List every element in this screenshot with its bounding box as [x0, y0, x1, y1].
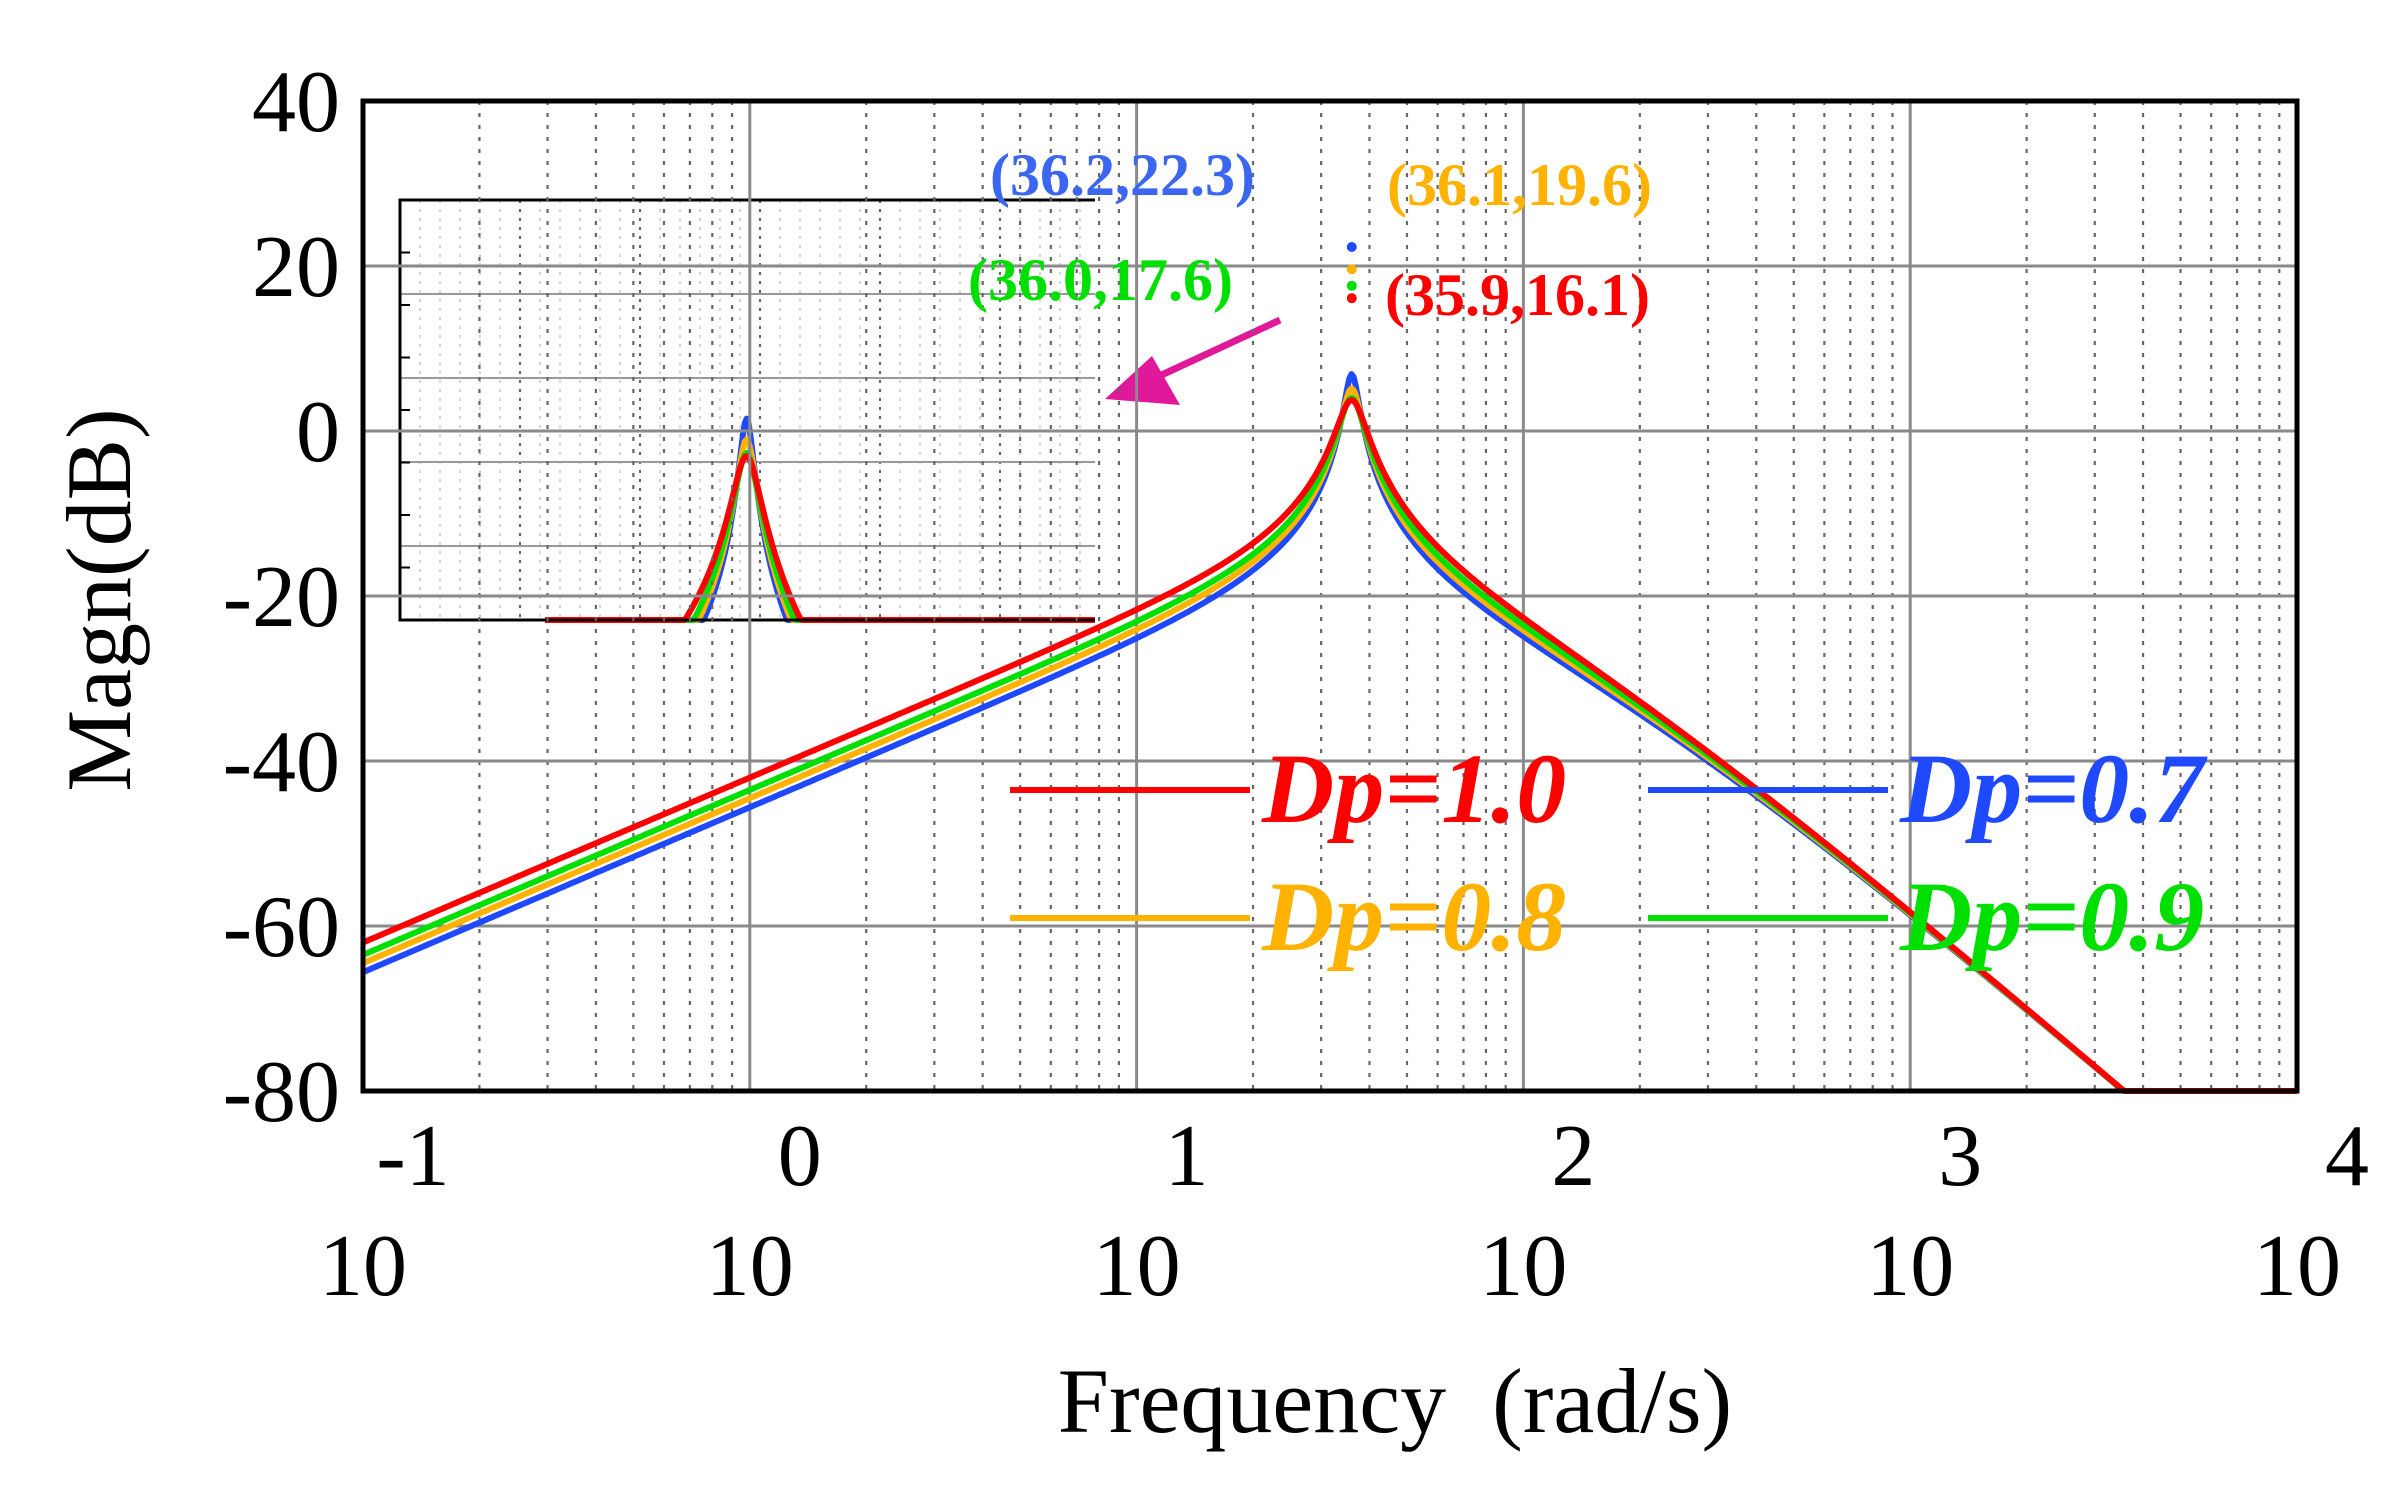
peak-annotation: (36.2,22.3): [990, 142, 1255, 208]
peak-annotations: (36.2,22.3) (36.1,19.6) (36.0,17.6) (35.9,1…: [968, 142, 1652, 328]
y-tick-label: -20: [223, 549, 340, 646]
y-tick-labels: 40 20 0 -20 -40 -60 -80: [223, 54, 340, 1141]
y-tick-label: 20: [252, 219, 340, 316]
x-tick-base: 10: [706, 1218, 794, 1315]
y-axis-label: Magn(dB): [48, 408, 150, 791]
peak-annotation: (36.1,19.6): [1387, 152, 1652, 218]
peak-annotation: (35.9,16.1): [1385, 262, 1650, 328]
x-tick-exponent: 1: [1165, 1108, 1209, 1205]
legend-item: Dp=0.7: [1648, 733, 2208, 844]
x-tick-exponent: 3: [1938, 1108, 1982, 1205]
x-tick-exponent: 2: [1551, 1108, 1595, 1205]
inset-background: [400, 200, 1095, 620]
x-tick-label: 310: [1866, 1108, 1982, 1315]
legend-item: Dp=0.9: [1648, 861, 2204, 972]
peak-marker: [1346, 264, 1357, 275]
x-tick-exponent: -1: [376, 1108, 449, 1205]
x-tick-base: 10: [1093, 1218, 1181, 1315]
x-tick-base: 10: [2253, 1218, 2341, 1315]
x-tick-label: 410: [2253, 1108, 2369, 1315]
y-tick-label: 0: [296, 384, 340, 481]
y-tick-label: -80: [223, 1044, 340, 1141]
x-tick-exponent: 4: [2325, 1108, 2369, 1205]
legend-label: Dp=0.7: [1899, 733, 2208, 844]
y-tick-label: 40: [252, 54, 340, 151]
inset-arrow-head: [1105, 356, 1180, 405]
peak-marker: [1346, 280, 1357, 291]
legend-item: Dp=0.8: [1010, 861, 1566, 972]
series-lines: [361, 242, 2298, 1094]
legend-label: Dp=0.9: [1899, 861, 2204, 972]
legend-label: Dp=1.0: [1261, 733, 1566, 844]
inset-zoom-panel: [398, 198, 1282, 623]
x-tick-base: 10: [1479, 1218, 1567, 1315]
x-tick-label: -110: [319, 1108, 450, 1315]
grid: [363, 101, 2297, 1091]
x-tick-label: 210: [1479, 1108, 1595, 1315]
legend: Dp=1.0 Dp=0.7 Dp=0.8 Dp=0.9: [1010, 733, 2208, 972]
x-tick-exponent: 0: [778, 1108, 822, 1205]
y-tick-label: -60: [223, 879, 340, 976]
x-tick-base: 10: [319, 1218, 407, 1315]
x-tick-label: 110: [1093, 1108, 1209, 1315]
y-tick-label: -40: [223, 714, 340, 811]
plot-frame: [360, 98, 2300, 1094]
series-line-dp-1-0: [361, 396, 2298, 1094]
peak-marker: [1346, 242, 1357, 253]
inset-arrow-shaft: [1138, 316, 1282, 389]
legend-item: Dp=1.0: [1010, 733, 1566, 844]
legend-label: Dp=0.8: [1261, 861, 1566, 972]
x-axis-label: Frequency (rad/s): [1058, 1350, 1732, 1452]
x-tick-label: 010: [706, 1108, 822, 1315]
x-tick-base: 10: [1866, 1218, 1954, 1315]
peak-marker: [1346, 293, 1357, 304]
peak-annotation: (36.0,17.6): [968, 247, 1233, 313]
